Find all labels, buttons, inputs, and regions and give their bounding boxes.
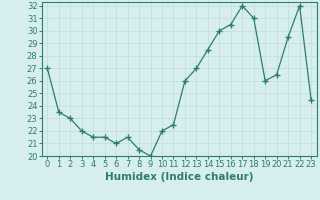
X-axis label: Humidex (Indice chaleur): Humidex (Indice chaleur) — [105, 172, 253, 182]
